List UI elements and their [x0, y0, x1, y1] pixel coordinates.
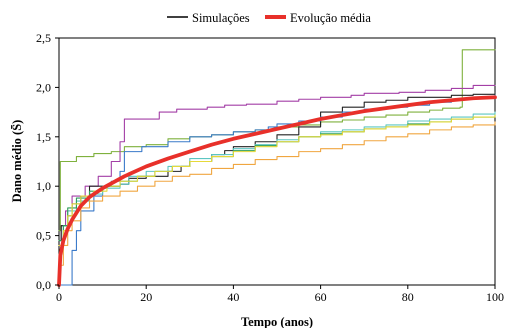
legend-label-simulacoes: Simulações [192, 11, 250, 25]
simulation-series-7 [58, 114, 496, 247]
plot-area [58, 37, 496, 286]
y-tick-label: 2,5 [36, 31, 51, 45]
x-tick-label: 40 [227, 290, 239, 304]
simulation-series-6 [58, 114, 496, 242]
x-tick-label: 0 [56, 290, 62, 304]
legend-label-evolucao-media: Evolução média [290, 11, 371, 25]
mean-evolution-series [57, 95, 497, 287]
y-axis: 0,0 0,5 1,0 1,5 2,0 2,5 [36, 31, 59, 292]
x-axis-title: Tempo (anos) [241, 315, 313, 328]
x-axis: 0 20 40 60 80 100 [56, 285, 504, 304]
legend: Simulações Evolução média [167, 11, 371, 25]
simulation-series-8 [58, 121, 496, 266]
y-axis-title: Dano médio (S̄) [10, 120, 24, 203]
x-tick-label: 20 [140, 290, 152, 304]
x-tick-label: 60 [315, 290, 327, 304]
y-tick-label: 0,5 [36, 229, 51, 243]
y-tick-label: 1,5 [36, 130, 51, 144]
series-layer [57, 49, 497, 287]
y-tick-label: 1,0 [36, 179, 51, 193]
x-tick-label: 100 [486, 290, 504, 304]
y-tick-label: 0,0 [36, 278, 51, 292]
simulation-series-2 [58, 84, 496, 242]
x-tick-label: 80 [402, 290, 414, 304]
y-tick-label: 2,0 [36, 80, 51, 94]
